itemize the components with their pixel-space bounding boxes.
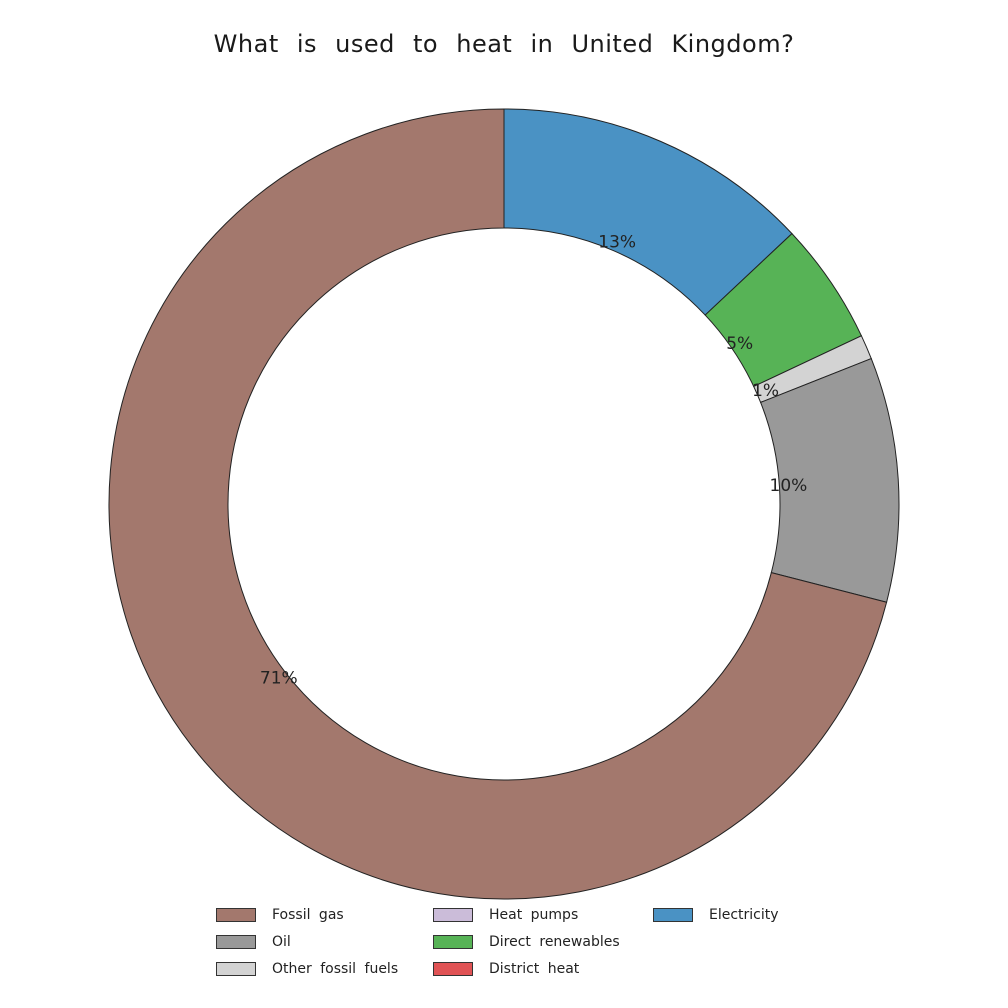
percent-label: 71% <box>260 669 298 689</box>
percent-label: 13% <box>598 232 636 252</box>
legend-swatch <box>216 908 256 922</box>
legend-swatch <box>216 935 256 949</box>
legend-label: Other fossil fuels <box>272 961 399 977</box>
legend-label: District heat <box>489 961 580 977</box>
legend-label: Direct renewables <box>489 934 620 950</box>
legend-swatch <box>653 908 693 922</box>
legend-item: District heat <box>433 960 579 978</box>
legend-item: Heat pumps <box>433 906 578 924</box>
legend-swatch <box>216 962 256 976</box>
percent-labels: 13% 5% 1% 10% 71% <box>260 232 807 688</box>
slice-fossil-gas <box>108 108 888 900</box>
legend-swatch <box>433 908 473 922</box>
donut-slices <box>108 108 900 900</box>
legend-label: Heat pumps <box>489 907 579 923</box>
legend-item: Oil <box>216 933 291 951</box>
percent-label: 1% <box>752 381 779 401</box>
legend-label: Electricity <box>709 907 779 923</box>
legend-item: Electricity <box>653 906 779 924</box>
legend-label: Oil <box>272 934 291 950</box>
legend-item: Fossil gas <box>216 906 344 924</box>
legend-swatch <box>433 935 473 949</box>
percent-label: 10% <box>770 476 808 496</box>
legend-item: Direct renewables <box>433 933 620 951</box>
legend-swatch <box>433 962 473 976</box>
percent-label: 5% <box>726 334 753 354</box>
legend-label: Fossil gas <box>272 907 344 923</box>
legend-item: Other fossil fuels <box>216 960 398 978</box>
chart-title: What is used to heat in United Kingdom? <box>213 30 795 58</box>
